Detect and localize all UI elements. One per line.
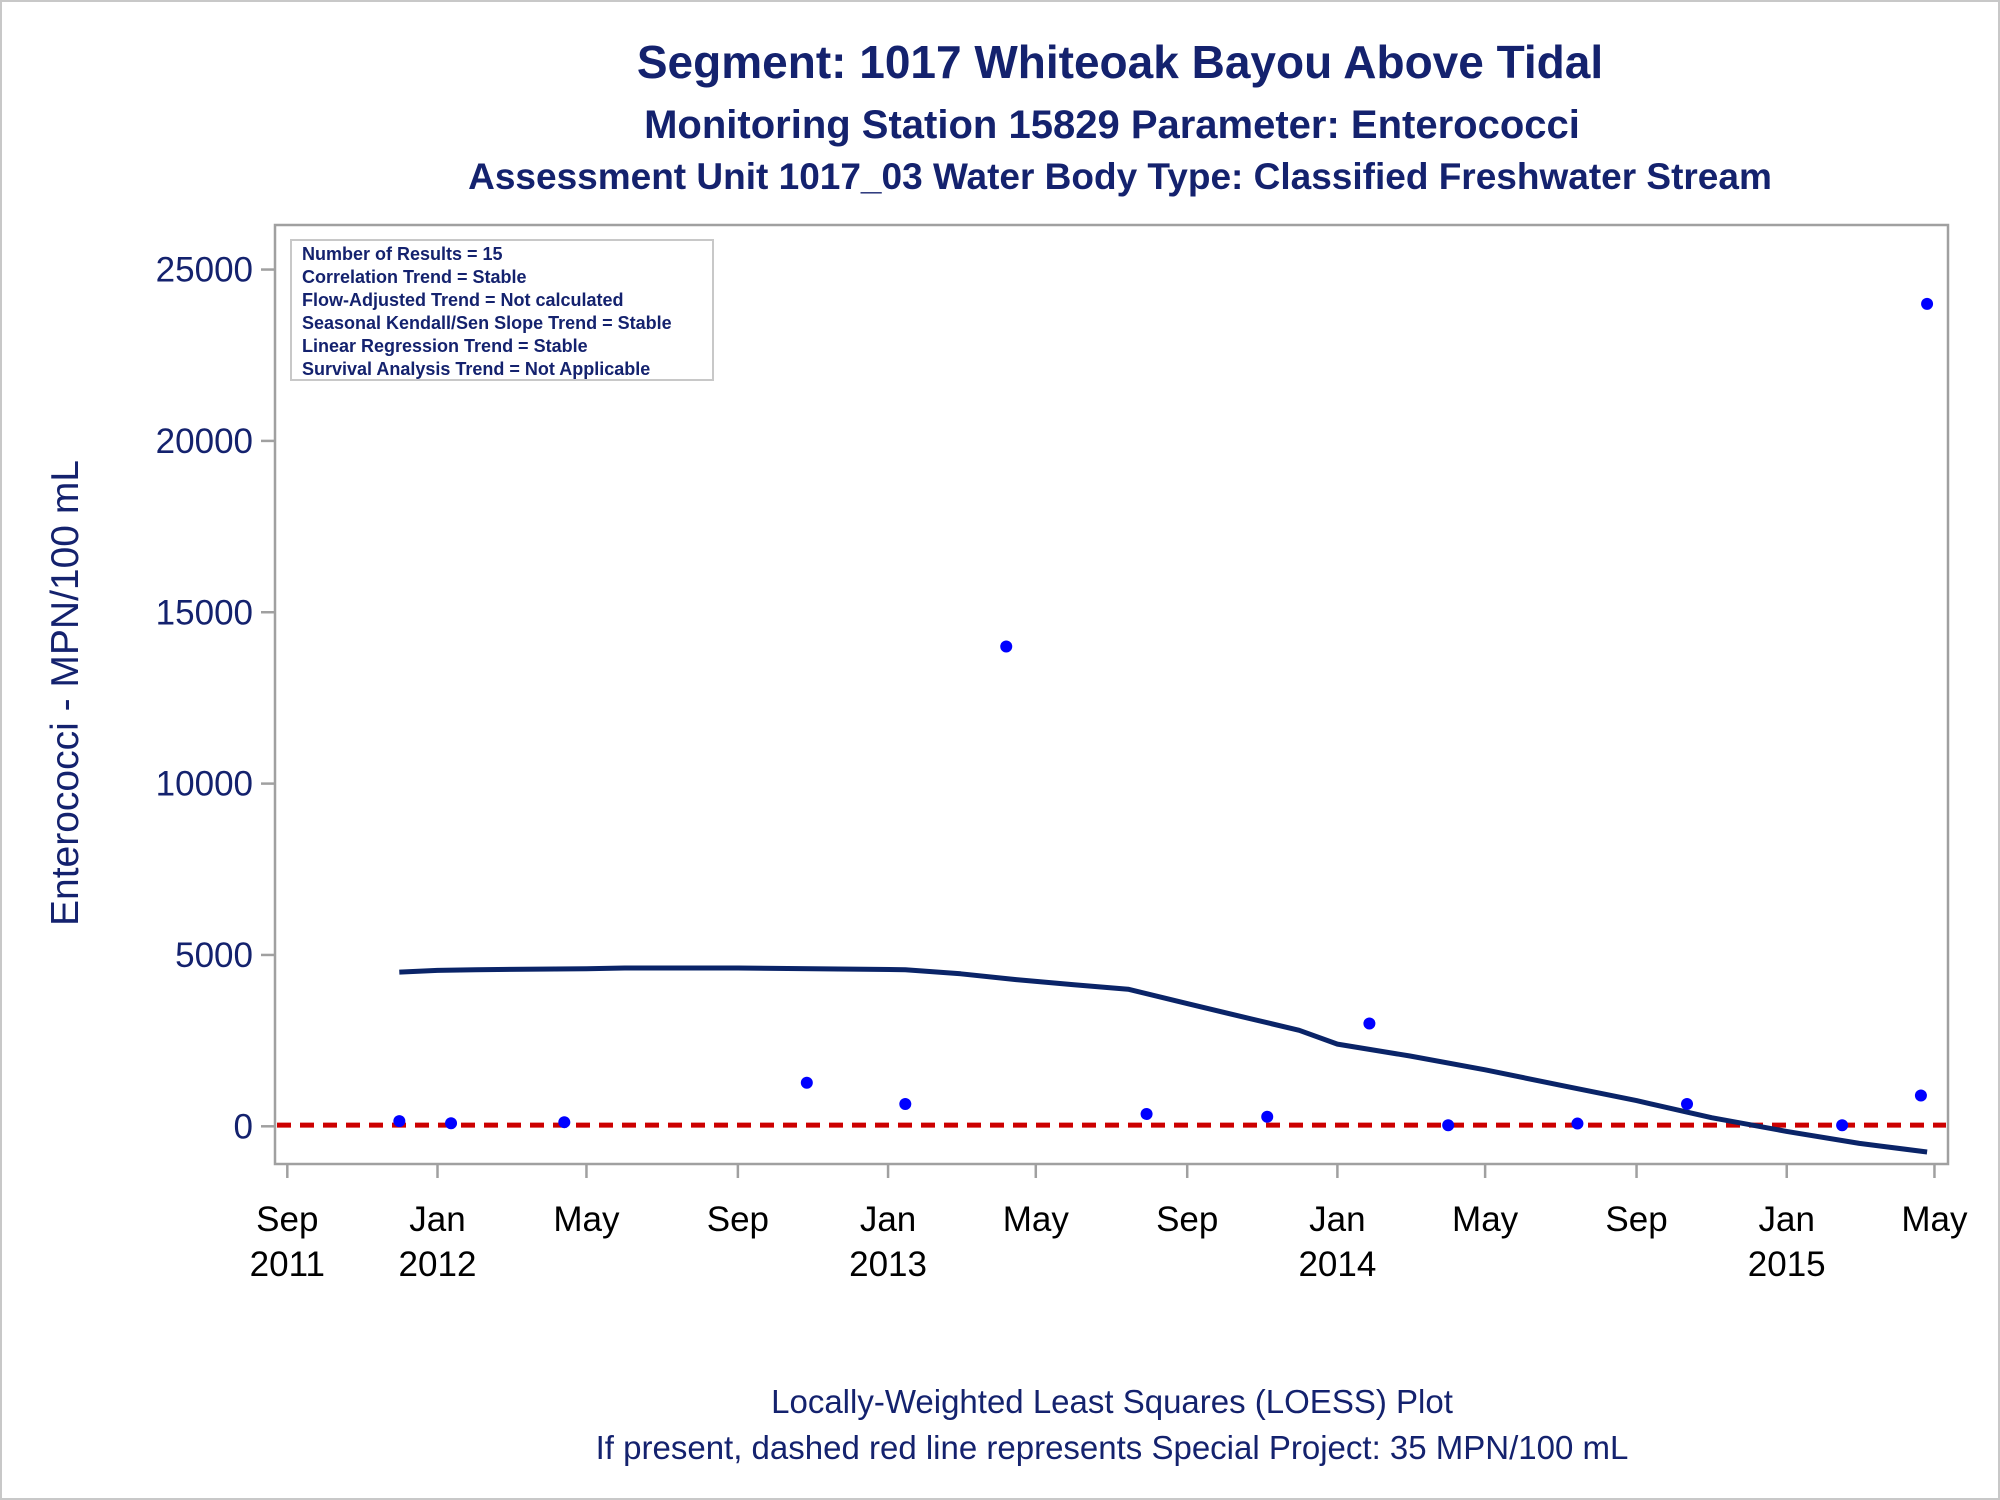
data-point bbox=[1836, 1119, 1849, 1132]
x-tick-label: Jan bbox=[409, 1200, 465, 1239]
x-tick-label: Sep bbox=[1156, 1200, 1218, 1239]
x-tick-label: Jan bbox=[1759, 1200, 1815, 1239]
stats-line: Flow-Adjusted Trend = Not calculated bbox=[302, 290, 624, 310]
stats-line: Seasonal Kendall/Sen Slope Trend = Stabl… bbox=[302, 313, 672, 333]
x-tick-label: Sep bbox=[707, 1200, 769, 1239]
plot-area bbox=[273, 223, 1950, 1166]
data-point bbox=[1000, 640, 1013, 653]
data-point bbox=[1571, 1117, 1584, 1130]
loess-line bbox=[399, 965, 1928, 1155]
data-point bbox=[899, 1098, 912, 1111]
y-axis-label: Enterococci - MPN/100 mL bbox=[44, 460, 87, 926]
y-tick-label: 15000 bbox=[156, 593, 253, 632]
footnote-2: If present, dashed red line represents S… bbox=[596, 1429, 1629, 1466]
stats-box-frame bbox=[290, 239, 714, 381]
y-tick-label: 25000 bbox=[156, 251, 253, 290]
data-point bbox=[1921, 297, 1934, 310]
x-tick-label: May bbox=[1452, 1200, 1519, 1239]
data-point bbox=[1914, 1089, 1927, 1102]
x-tick-year-label: 2012 bbox=[399, 1245, 477, 1284]
x-tick-label: Sep bbox=[256, 1200, 318, 1239]
x-axis: Sep 2011 Jan 2012 May Sep Jan 2013 May Sep Jan 2014… bbox=[250, 1164, 1968, 1284]
data-point bbox=[445, 1117, 458, 1130]
stats-box: Number of Results = 15 Correlation Trend… bbox=[290, 239, 714, 381]
x-tick-year-label: 2014 bbox=[1298, 1245, 1376, 1284]
points-layer bbox=[393, 297, 1934, 1132]
x-tick-year-label: 2015 bbox=[1748, 1245, 1826, 1284]
data-point bbox=[393, 1115, 406, 1128]
stats-line: Correlation Trend = Stable bbox=[302, 267, 527, 287]
x-tick-year-label: 2013 bbox=[849, 1245, 927, 1284]
stats-line: Linear Regression Trend = Stable bbox=[302, 336, 588, 356]
x-tick-label: May bbox=[553, 1200, 620, 1239]
y-tick-label: 20000 bbox=[156, 422, 253, 461]
x-tick-year-label: 2011 bbox=[250, 1245, 325, 1284]
x-tick-label: Sep bbox=[1605, 1200, 1667, 1239]
loess-layer bbox=[399, 965, 1928, 1155]
y-axis: 0 5000 10000 15000 20000 25000 bbox=[156, 251, 275, 1146]
data-point bbox=[1681, 1098, 1694, 1111]
x-tick-label: Jan bbox=[1309, 1200, 1365, 1239]
chart-subtitle: Monitoring Station 15829 Parameter: Ente… bbox=[644, 103, 1580, 147]
data-point bbox=[800, 1076, 813, 1089]
x-tick-label: May bbox=[1003, 1200, 1070, 1239]
chart-subtitle-2: Assessment Unit 1017_03 Water Body Type:… bbox=[468, 156, 1772, 197]
x-tick-label: Jan bbox=[860, 1200, 916, 1239]
x-tick-label: May bbox=[1901, 1200, 1968, 1239]
data-point bbox=[558, 1116, 571, 1129]
stats-line: Number of Results = 15 bbox=[302, 244, 503, 264]
chart-title: Segment: 1017 Whiteoak Bayou Above Tidal bbox=[637, 36, 1603, 88]
data-point bbox=[1442, 1119, 1455, 1132]
data-point bbox=[1261, 1110, 1274, 1123]
y-tick-label: 10000 bbox=[156, 765, 253, 804]
data-point bbox=[1363, 1017, 1376, 1030]
y-tick-label: 0 bbox=[234, 1107, 253, 1146]
y-tick-label: 5000 bbox=[175, 936, 253, 975]
stats-line: Survival Analysis Trend = Not Applicable bbox=[302, 359, 650, 379]
footnote-1: Locally-Weighted Least Squares (LOESS) P… bbox=[771, 1383, 1453, 1420]
data-point bbox=[1140, 1107, 1153, 1120]
